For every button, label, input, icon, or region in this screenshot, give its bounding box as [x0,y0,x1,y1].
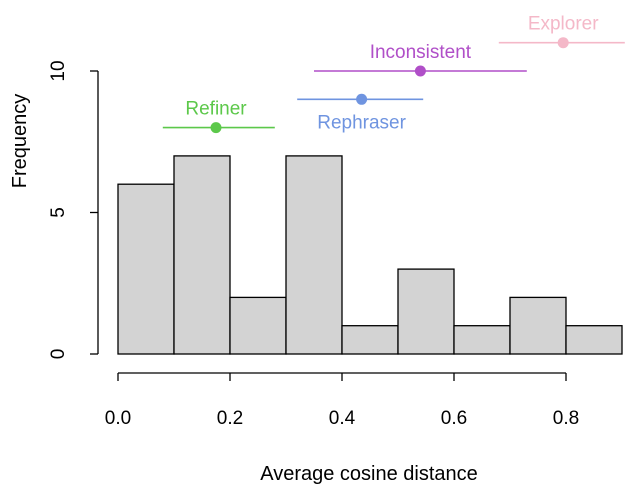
y-tick-label: 5 [48,207,69,218]
histogram-bar [229,296,287,355]
x-tick-label: 0.4 [329,408,356,429]
histogram-bar [509,296,567,355]
histogram-bar [285,155,343,355]
x-axis: 0.0 0.2 0.4 0.6 0.8 [105,372,579,429]
refiner-mean-point [210,122,222,134]
x-tick-label: 0.0 [105,408,131,429]
y-axis-title: Frequency [9,94,31,189]
rephraser-label: Rephraser [317,112,406,133]
histogram-bar [453,325,511,355]
y-axis: 0 5 10 [48,60,99,360]
y-tick-label: 0 [48,349,69,360]
explorer-label: Explorer [528,14,599,35]
histogram-bar [173,155,231,355]
x-tick-label: 0.2 [217,408,243,429]
bars-group [117,155,623,355]
inconsistent-label: Inconsistent [370,42,472,63]
annotations-group: Refiner Rephraser Inconsistent Explorer [162,14,625,134]
histogram-bar [397,268,455,355]
inconsistent-mean-point [414,65,426,77]
y-tick-label: 10 [48,60,69,81]
histogram-bar [341,325,399,355]
x-axis-title: Average cosine distance [260,463,478,485]
histogram-bar [565,325,623,355]
histogram-bar [117,183,175,355]
x-tick-label: 0.8 [553,408,579,429]
x-tick-label: 0.6 [441,408,467,429]
refiner-label: Refiner [185,99,247,120]
rephraser-mean-point [356,93,368,105]
explorer-mean-point [557,37,569,49]
